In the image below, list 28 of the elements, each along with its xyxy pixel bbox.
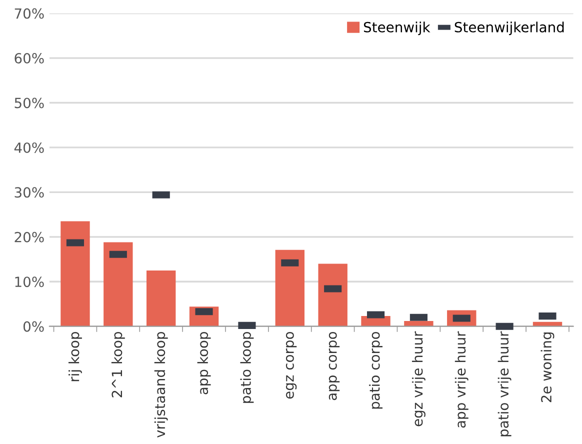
y-tick-label: 20% bbox=[14, 232, 44, 242]
x-tick-label: rij koop bbox=[68, 332, 82, 382]
x-tick-label: app koop bbox=[197, 332, 211, 394]
x-tick-label: app corpo bbox=[328, 332, 340, 400]
x-tick-label: 2^1 koop bbox=[111, 332, 125, 398]
legend-label: Steenwijkerland bbox=[454, 22, 564, 36]
y-tick-label: 50% bbox=[14, 98, 44, 108]
bar bbox=[404, 320, 434, 326]
legend-label: Steenwijk bbox=[364, 22, 430, 36]
y-tick-label: 10% bbox=[15, 276, 44, 288]
bar bbox=[104, 242, 133, 326]
x-tick-label: patio vrije huur bbox=[498, 331, 512, 436]
y-tick-label: 30% bbox=[14, 187, 44, 198]
x-tick-label: app vrije huur bbox=[454, 331, 468, 428]
y-tick-label: 0% bbox=[23, 321, 44, 332]
y-tick-label: 70% bbox=[14, 8, 44, 19]
bar bbox=[146, 270, 176, 326]
x-tick-label: egz vrije huur bbox=[412, 331, 426, 426]
y-tick-label: 60% bbox=[14, 53, 44, 64]
x-tick-label: patio koop bbox=[240, 332, 254, 403]
x-tick-label: patio corpo bbox=[369, 332, 382, 409]
bar bbox=[60, 221, 90, 326]
y-tick-label: 40% bbox=[14, 142, 44, 153]
x-tick-label: vrijstaand koop bbox=[154, 332, 168, 438]
bar bbox=[275, 250, 304, 326]
x-tick-label: 2e woning bbox=[540, 332, 554, 402]
bar bbox=[318, 264, 348, 326]
x-tick-label: egz corpo bbox=[286, 332, 297, 399]
